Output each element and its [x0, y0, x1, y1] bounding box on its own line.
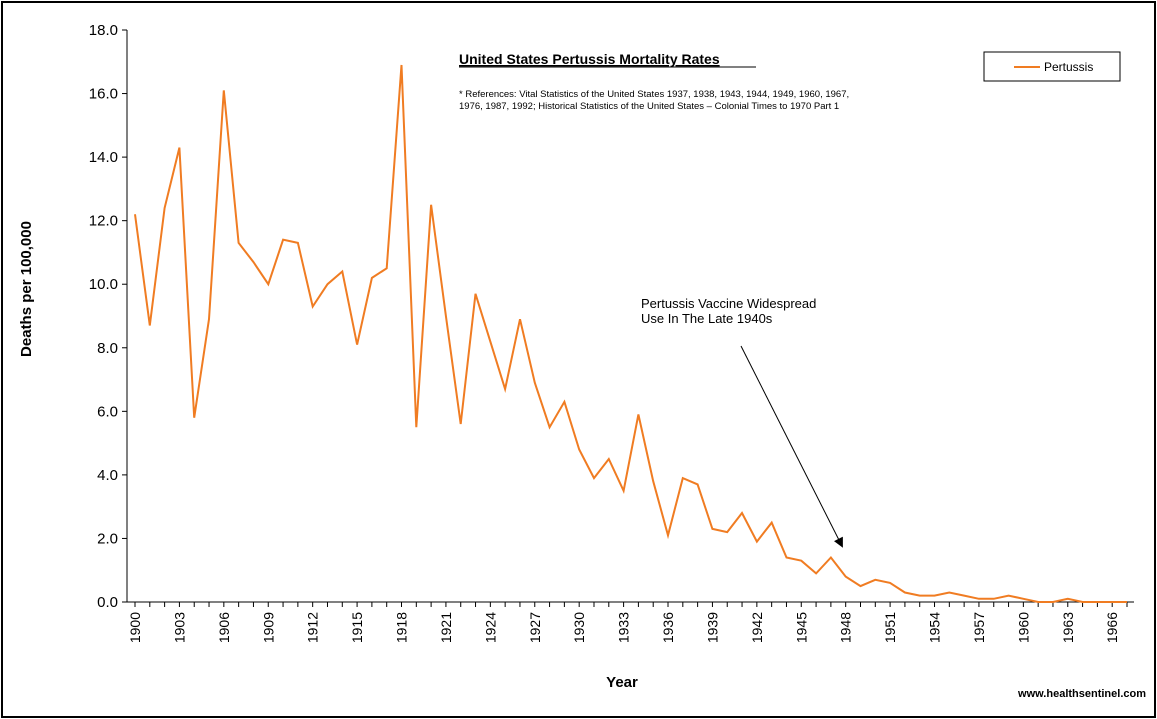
y-tick-label: 14.0 [89, 149, 118, 166]
x-tick-label: 1960 [1015, 612, 1031, 643]
y-tick-label: 10.0 [89, 276, 118, 293]
x-tick-label: 1909 [260, 612, 276, 643]
x-tick-label: 1942 [749, 612, 765, 643]
x-tick-label: 1906 [216, 612, 232, 643]
x-tick-label: 1921 [438, 612, 454, 643]
x-tick-label: 1912 [305, 612, 321, 643]
x-tick-label: 1966 [1104, 612, 1120, 643]
y-tick-label: 8.0 [97, 340, 118, 357]
x-tick-label: 1945 [793, 612, 809, 643]
legend-box [983, 51, 1121, 82]
x-tick-label: 1930 [571, 612, 587, 643]
annotation-arrow [740, 345, 843, 548]
annotation-line-1: Pertussis Vaccine Widespread [641, 296, 816, 311]
x-tick-label: 1954 [927, 612, 943, 643]
x-tick-label: 1933 [616, 612, 632, 643]
y-tick-label: 18.0 [89, 22, 118, 39]
chart-title: United States Pertussis Mortality Rates [459, 51, 720, 67]
site-credit: www.healthsentinel.com [1017, 688, 1146, 700]
references-line-2: 1976, 1987, 1992; Historical Statistics … [459, 101, 839, 112]
y-ticks: 0.0 2.0 4.0 6.0 8.0 10.0 12.0 14.0 16.0 18.0 [89, 22, 127, 611]
x-tick-label: 1939 [704, 612, 720, 643]
y-tick-label: 12.0 [89, 213, 118, 230]
x-tick-label: 1900 [127, 612, 143, 643]
x-tick-label: 1924 [482, 612, 498, 643]
legend-label-pertussis: Pertussis [1044, 60, 1093, 74]
references-line-1: * References: Vital Statistics of the Un… [459, 89, 849, 100]
x-tick-label: 1963 [1060, 612, 1076, 643]
x-tick-label: 1948 [838, 612, 854, 643]
y-tick-label: 0.0 [97, 594, 118, 611]
y-tick-label: 2.0 [97, 530, 118, 547]
x-tick-label: 1918 [394, 612, 410, 643]
annotation-line-2: Use In The Late 1940s [641, 311, 773, 326]
x-tick-label: 1951 [882, 612, 898, 643]
x-tick-label: 1915 [349, 612, 365, 643]
x-tick-label: 1927 [527, 612, 543, 643]
x-tick-label: 1903 [171, 612, 187, 643]
y-tick-label: 4.0 [97, 467, 118, 484]
x-tick-label: 1957 [971, 612, 987, 643]
x-axis-title: Year [606, 674, 638, 691]
y-tick-label: 6.0 [97, 403, 118, 420]
y-axis-title: Deaths per 100,000 [18, 221, 35, 357]
y-tick-label: 16.0 [89, 86, 118, 103]
x-tick-label: 1936 [660, 612, 676, 643]
legend: Pertussis [983, 51, 1121, 82]
x-ticks: 1900 1903 1906 1909 1912 1915 1918 1921 1924 1927… [127, 602, 1128, 643]
series-line-pertussis [134, 64, 1127, 603]
